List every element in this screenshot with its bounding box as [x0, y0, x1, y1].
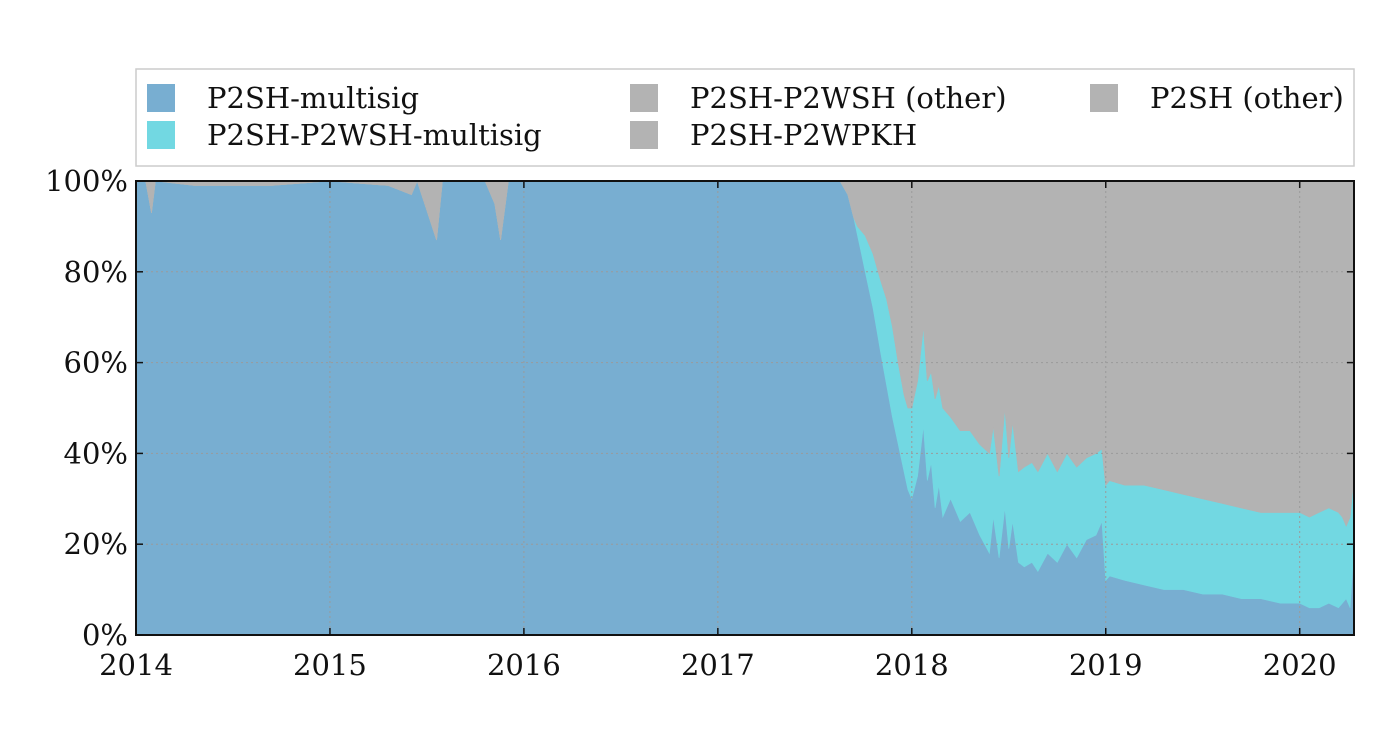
y-tick-label: 60% [64, 346, 128, 380]
y-tick-label: 20% [64, 527, 128, 561]
x-tick-label: 2014 [99, 648, 173, 682]
grid-lines [136, 181, 1354, 635]
x-tick-label: 2015 [293, 648, 367, 682]
legend-label-p2sh-other: P2SH (other) [1150, 81, 1344, 115]
area-series-group [135, 180, 1355, 636]
x-tick-label: 2020 [1263, 648, 1337, 682]
plot-frame [135, 180, 1355, 636]
x-tick-label: 2017 [681, 648, 755, 682]
legend-swatch-p2sh-other [1090, 84, 1118, 112]
x-tick-label: 2019 [1069, 648, 1143, 682]
y-tick-label: 0% [82, 618, 128, 652]
legend-swatch-p2sh-p2wsh-multisig [147, 121, 175, 149]
x-tick-label: 2016 [487, 648, 561, 682]
legend-box [135, 68, 1355, 167]
legend-label-p2sh-p2wsh-other: P2SH-P2WSH (other) [690, 81, 1007, 115]
legend-swatch-p2sh-p2wpkh [630, 121, 658, 149]
y-axis: 0% 20% 40% 60% 80% 100% [45, 164, 1354, 652]
legend-label-p2sh-p2wpkh: P2SH-P2WPKH [690, 118, 917, 152]
y-tick-label: 40% [64, 436, 128, 470]
legend-swatch-p2sh-p2wsh-other [630, 84, 658, 112]
legend: P2SH-multisig P2SH-P2WSH-multisig P2SH-P… [135, 68, 1355, 167]
y-tick-label: 80% [64, 255, 128, 289]
x-axis: 2014 2015 2016 2017 2018 2019 2020 [99, 181, 1337, 682]
x-tick-label: 2018 [875, 648, 949, 682]
legend-label-p2sh-p2wsh-multisig: P2SH-P2WSH-multisig [207, 118, 542, 152]
legend-label-p2sh-multisig: P2SH-multisig [207, 81, 419, 115]
legend-swatch-p2sh-multisig [147, 84, 175, 112]
y-tick-label: 100% [45, 164, 128, 198]
